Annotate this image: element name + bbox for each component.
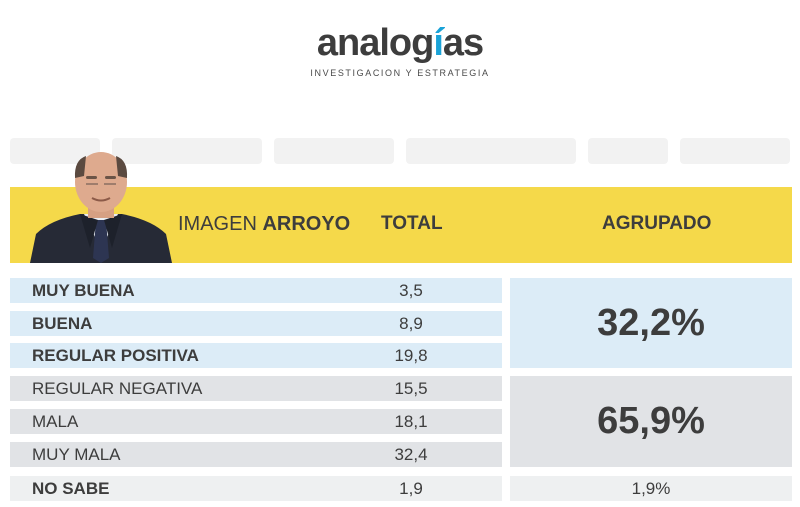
grouped-negative: 65,9% xyxy=(510,376,792,467)
header-grouped: AGRUPADO xyxy=(602,213,712,234)
row-value-no-sabe: 1,9 xyxy=(399,479,423,498)
row-label-muy-buena: MUY BUENA xyxy=(10,278,502,303)
row-label-regular-negativa: REGULAR NEGATIVA xyxy=(10,376,502,401)
brand-logo: analogías INVESTIGACION Y ESTRATEGIA xyxy=(0,22,800,78)
brand-name: analogías xyxy=(316,22,484,64)
brand-tagline: INVESTIGACION Y ESTRATEGIA xyxy=(310,68,490,78)
row-value-regular-negativa: 15,5 xyxy=(394,379,428,398)
header-total: TOTAL xyxy=(381,213,443,234)
row-label-buena: BUENA xyxy=(10,311,502,336)
row-value-muy-buena: 3,5 xyxy=(399,281,423,300)
row-label-muy-mala: MUY MALA xyxy=(10,442,502,467)
row-value-regular-positiva: 19,8 xyxy=(394,346,428,365)
grouped-unknown: 1,9% xyxy=(510,476,792,501)
row-value-buena: 8,9 xyxy=(399,314,423,333)
row-label-mala: MALA xyxy=(10,409,502,434)
grouped-positive: 32,2% xyxy=(510,278,792,368)
row-value-mala: 18,1 xyxy=(394,412,428,431)
portrait-photo xyxy=(30,150,172,263)
row-value-muy-mala: 32,4 xyxy=(394,445,428,464)
row-label-no-sabe: NO SABE xyxy=(10,476,502,501)
row-label-regular-positiva: REGULAR POSITIVA xyxy=(10,343,502,368)
background-watermark xyxy=(0,118,800,178)
header-title: IMAGEN ARROYO xyxy=(178,213,351,235)
